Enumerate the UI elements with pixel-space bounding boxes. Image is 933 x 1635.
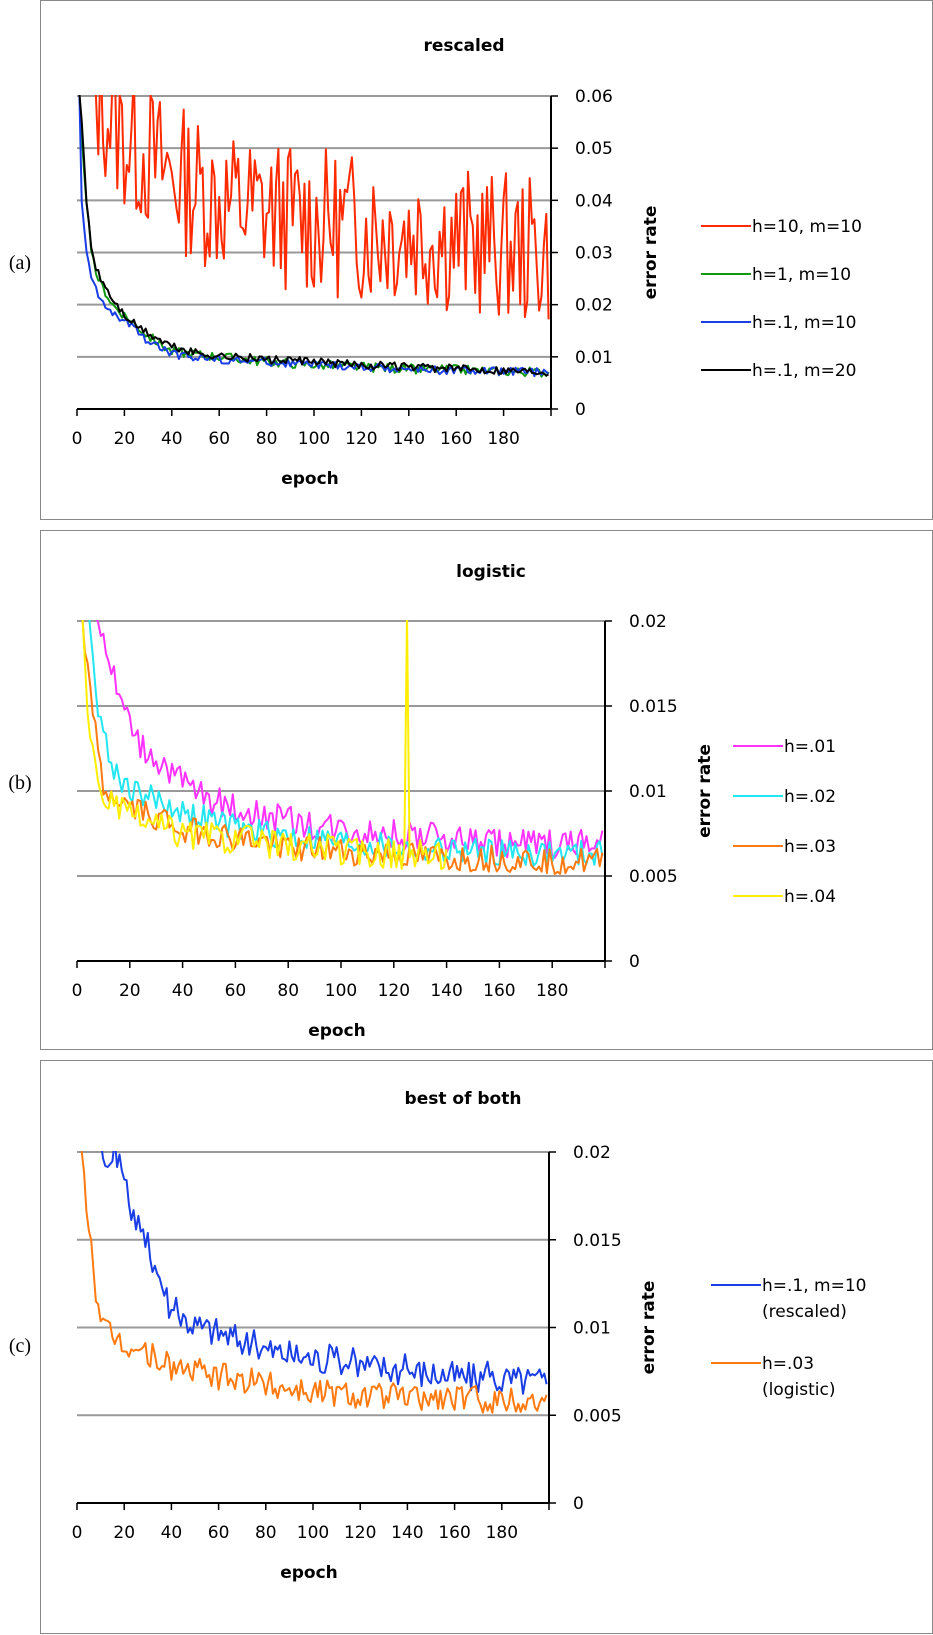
x-tick-label: 180 xyxy=(486,1523,518,1543)
series-group xyxy=(78,95,550,378)
legend-label: h=.1, m=20 xyxy=(752,361,856,381)
y-tick-label: 0 xyxy=(575,400,586,420)
y-tick-label: 0.01 xyxy=(573,1319,611,1339)
series-line xyxy=(96,620,604,859)
y-tick-label: 0.02 xyxy=(573,1143,611,1163)
x-tick-label: 80 xyxy=(255,1523,277,1543)
series-line xyxy=(101,1151,548,1395)
y-tick-label: 0.03 xyxy=(575,244,613,264)
x-tick-label: 20 xyxy=(113,1523,135,1543)
chart-best-of-both: best of both 0 0.005 0.01 0.015 0.02 0 20 40 60 80… xyxy=(72,1089,867,1583)
x-tick-label: 0 xyxy=(72,981,83,1001)
x-tick-label: 60 xyxy=(208,1523,230,1543)
x-tick-label: 80 xyxy=(256,429,278,449)
chart-panel-best-of-both: best of both 0 0.005 0.01 0.015 0.02 0 20 40 60 80… xyxy=(40,1060,933,1634)
legend-label: h=.1, m=10 xyxy=(762,1276,866,1296)
x-tick-label: 140 xyxy=(391,1523,423,1543)
x-axis-label: epoch xyxy=(308,1021,366,1041)
x-tick-label: 180 xyxy=(487,429,519,449)
x-tick-label: 160 xyxy=(440,429,472,449)
legend-label: h=.1, m=10 xyxy=(752,313,856,333)
legend-label: (rescaled) xyxy=(762,1302,847,1322)
y-axis-label: error rate xyxy=(639,1281,659,1375)
y-axis-label: error rate xyxy=(641,206,661,300)
series-line xyxy=(80,1151,548,1414)
chart-logistic: logistic 0 0.005 0.01 0.015 0.02 0 20 40 60 80 100 1… xyxy=(72,562,836,1041)
x-tick-label: 100 xyxy=(298,429,330,449)
x-axis-label: epoch xyxy=(280,1563,338,1583)
y-tick-label: 0 xyxy=(629,952,640,972)
x-tick-label: 20 xyxy=(119,981,141,1001)
y-axis-label: error rate xyxy=(695,744,715,838)
x-tick-label: 20 xyxy=(114,429,136,449)
x-tick-label: 160 xyxy=(483,981,515,1001)
series-group xyxy=(81,620,604,875)
x-tick-label: 60 xyxy=(208,429,230,449)
x-tick-label: 140 xyxy=(430,981,462,1001)
x-tick-label: 120 xyxy=(344,1523,376,1543)
legend-label: h=.04 xyxy=(784,887,836,907)
y-tick-label: 0.02 xyxy=(575,296,613,316)
y-tick-label: 0.005 xyxy=(629,867,678,887)
chart-panel-rescaled: rescaled 0 0.01 0.02 0.03 0.04 0.05 0.06 0 20 40 60… xyxy=(40,0,933,520)
series-line xyxy=(81,620,604,875)
chart-title: best of both xyxy=(405,1089,522,1109)
x-tick-label: 100 xyxy=(325,981,357,1001)
x-tick-label: 40 xyxy=(161,429,183,449)
y-tick-label: 0.01 xyxy=(575,348,613,368)
y-tick-label: 0.06 xyxy=(575,87,613,107)
legend-label: h=10, m=10 xyxy=(752,217,862,237)
x-tick-label: 100 xyxy=(297,1523,329,1543)
x-tick-label: 120 xyxy=(378,981,410,1001)
chart-panel-logistic: logistic 0 0.005 0.01 0.015 0.02 0 20 40 60 80 100 1… xyxy=(40,530,933,1050)
panel-label-a: (a) xyxy=(8,252,32,274)
x-tick-label: 180 xyxy=(536,981,568,1001)
x-tick-label: 60 xyxy=(225,981,247,1001)
x-tick-label: 40 xyxy=(172,981,194,1001)
y-tick-label: 0 xyxy=(573,1494,584,1514)
x-axis-label: epoch xyxy=(281,469,339,489)
x-tick-label: 80 xyxy=(277,981,299,1001)
x-tick-label: 160 xyxy=(438,1523,470,1543)
chart-rescaled: rescaled 0 0.01 0.02 0.03 0.04 0.05 0.06 0 20 40 60… xyxy=(72,36,862,489)
y-tick-label: 0.02 xyxy=(629,612,667,632)
y-tick-label: 0.005 xyxy=(573,1406,622,1426)
legend-label: h=1, m=10 xyxy=(752,265,851,285)
series-group xyxy=(80,1151,548,1414)
x-tick-label: 120 xyxy=(345,429,377,449)
panel-label-c: (c) xyxy=(8,1335,32,1357)
x-tick-label: 40 xyxy=(161,1523,183,1543)
legend-label: h=.03 xyxy=(784,837,836,857)
x-tick-label: 140 xyxy=(393,429,425,449)
legend-label: h=.01 xyxy=(784,737,836,757)
series-line xyxy=(81,620,448,871)
chart-title: rescaled xyxy=(423,36,504,56)
x-tick-label: 0 xyxy=(72,1523,83,1543)
legend-label: h=.02 xyxy=(784,787,836,807)
legend-label: h=.03 xyxy=(762,1354,814,1374)
y-tick-label: 0.04 xyxy=(575,191,613,211)
y-tick-label: 0.015 xyxy=(573,1231,622,1251)
x-tick-label: 0 xyxy=(72,429,83,449)
panel-label-b: (b) xyxy=(8,772,32,794)
series-line xyxy=(88,620,604,867)
legend-label: (logistic) xyxy=(762,1380,836,1400)
chart-title: logistic xyxy=(456,562,526,582)
y-tick-label: 0.01 xyxy=(629,782,667,802)
y-tick-label: 0.015 xyxy=(629,697,678,717)
y-tick-label: 0.05 xyxy=(575,139,613,159)
series-line xyxy=(78,95,550,377)
series-line xyxy=(94,95,550,320)
